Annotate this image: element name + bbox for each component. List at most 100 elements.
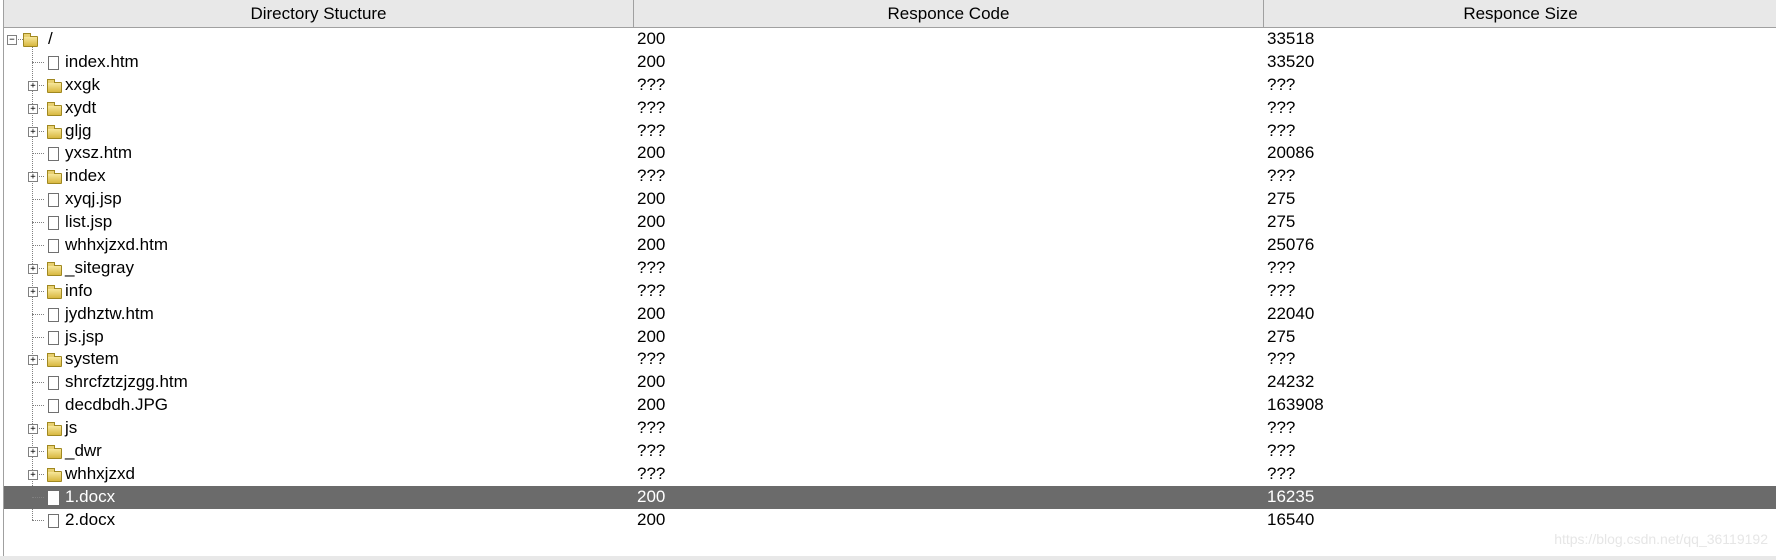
table-row[interactable]: whhxjzxd.htm 200 25076 <box>4 234 1776 257</box>
expand-icon[interactable]: + <box>28 424 38 435</box>
folder-icon <box>47 467 62 482</box>
file-icon <box>48 307 59 322</box>
table-row[interactable]: xyqj.jsp 200 275 <box>4 188 1776 211</box>
response-code: ??? <box>637 441 666 461</box>
table-row[interactable]: jydhztw.htm 200 22040 <box>4 303 1776 326</box>
response-size: 275 <box>1267 189 1296 209</box>
entry-name: _dwr <box>65 441 102 461</box>
response-size: 275 <box>1267 212 1296 232</box>
table-row[interactable]: list.jsp 200 275 <box>4 211 1776 234</box>
table-row[interactable]: 1.docx 200 16235 <box>4 485 1776 509</box>
tree-line <box>32 199 44 201</box>
entry-name: xxgk <box>65 74 100 94</box>
table-row[interactable]: 2.docx 200 16540 <box>4 509 1776 532</box>
tree-line <box>32 130 44 132</box>
tree-line <box>32 84 44 86</box>
expand-icon[interactable]: + <box>28 263 38 274</box>
response-code: 200 <box>637 212 666 232</box>
tree-line <box>32 176 44 178</box>
response-size: 22040 <box>1267 303 1315 323</box>
response-size: ??? <box>1267 166 1296 186</box>
response-size: ??? <box>1267 463 1296 483</box>
tree-line <box>32 267 44 269</box>
response-code: 200 <box>637 372 666 392</box>
response-size: 25076 <box>1267 235 1315 255</box>
entry-name: decdbdh.JPG <box>65 395 169 415</box>
entry-name: / <box>48 29 53 48</box>
table-row[interactable]: + system?????? <box>4 348 1776 371</box>
entry-name: js <box>65 418 78 438</box>
response-size: 33520 <box>1267 51 1315 71</box>
folder-open-icon <box>23 33 38 47</box>
collapse-icon[interactable]: − <box>7 35 17 45</box>
table-row[interactable]: yxsz.htm 200 20086 <box>4 142 1776 165</box>
expand-icon[interactable]: + <box>28 355 38 366</box>
file-icon <box>48 147 59 162</box>
entry-name: xyqj.jsp <box>65 189 122 209</box>
response-code: 200 <box>637 235 666 255</box>
directory-tree-table: Directory Stucture Responce Code Responc… <box>3 0 1776 556</box>
entry-name: whhxjzxd.htm <box>65 235 168 255</box>
table-row[interactable]: − / 200 33518 <box>4 28 1776 51</box>
entry-name: _sitegray <box>65 257 134 277</box>
entry-name: js.jsp <box>65 326 104 346</box>
folder-icon <box>47 124 62 139</box>
folder-icon <box>47 261 62 276</box>
file-icon <box>48 330 59 345</box>
tree-line <box>32 496 44 498</box>
table-row[interactable]: decdbdh.JPG 200 163908 <box>4 394 1776 417</box>
response-code: 200 <box>637 51 666 71</box>
expand-icon[interactable]: + <box>28 286 38 297</box>
entry-name: info <box>65 280 93 300</box>
expand-icon[interactable]: + <box>28 103 38 114</box>
folder-icon <box>47 353 62 368</box>
folder-icon <box>47 445 62 460</box>
table-row[interactable]: + xydt?????? <box>4 97 1776 120</box>
column-header-code[interactable]: Responce Code <box>634 0 1264 27</box>
expand-icon[interactable]: + <box>28 172 38 183</box>
table-row[interactable]: index.htm 200 33520 <box>4 51 1776 74</box>
table-row[interactable]: + index?????? <box>4 165 1776 188</box>
response-code: 200 <box>637 509 666 529</box>
table-row[interactable]: + whhxjzxd?????? <box>4 463 1776 486</box>
file-icon <box>48 490 59 505</box>
folder-icon <box>47 284 62 299</box>
response-size: 20086 <box>1267 143 1315 163</box>
tree-line <box>32 405 44 407</box>
expand-icon[interactable]: + <box>28 126 38 137</box>
tree-line <box>32 451 44 453</box>
entry-name: 1.docx <box>65 486 116 506</box>
file-icon <box>48 376 59 391</box>
table-row[interactable]: + xxgk?????? <box>4 74 1776 97</box>
entry-name: shrcfztzjzgg.htm <box>65 372 188 392</box>
expand-icon[interactable]: + <box>28 469 38 480</box>
table-row[interactable]: + _dwr?????? <box>4 440 1776 463</box>
response-size: 33518 <box>1267 29 1315 48</box>
response-code: ??? <box>637 166 666 186</box>
file-icon <box>48 399 59 414</box>
response-code: ??? <box>637 74 666 94</box>
column-header-size[interactable]: Responce Size <box>1463 4 1578 23</box>
entry-name: system <box>65 349 119 369</box>
table-row[interactable]: + js?????? <box>4 417 1776 440</box>
tree-line <box>32 519 44 521</box>
tree-line <box>32 153 44 155</box>
table-row[interactable]: + gljg?????? <box>4 120 1776 143</box>
tree-line <box>32 245 44 247</box>
response-code: ??? <box>637 120 666 140</box>
file-icon <box>48 216 59 231</box>
table-body: − / 200 33518 index.htm 200 33520 + xxgk?????? + x… <box>4 28 1776 532</box>
column-header-directory[interactable]: Directory Stucture <box>4 0 634 27</box>
table-row[interactable]: + info?????? <box>4 280 1776 303</box>
response-code: ??? <box>637 280 666 300</box>
expand-icon[interactable]: + <box>28 80 38 91</box>
expand-icon[interactable]: + <box>28 447 38 458</box>
entry-name: index.htm <box>65 51 139 71</box>
response-code: 200 <box>637 326 666 346</box>
table-row[interactable]: + _sitegray?????? <box>4 257 1776 280</box>
response-size: 16540 <box>1267 509 1315 529</box>
table-row[interactable]: shrcfztzjzgg.htm 200 24232 <box>4 371 1776 394</box>
table-row[interactable]: js.jsp 200 275 <box>4 326 1776 349</box>
response-code: ??? <box>637 463 666 483</box>
tree-line <box>32 61 44 63</box>
